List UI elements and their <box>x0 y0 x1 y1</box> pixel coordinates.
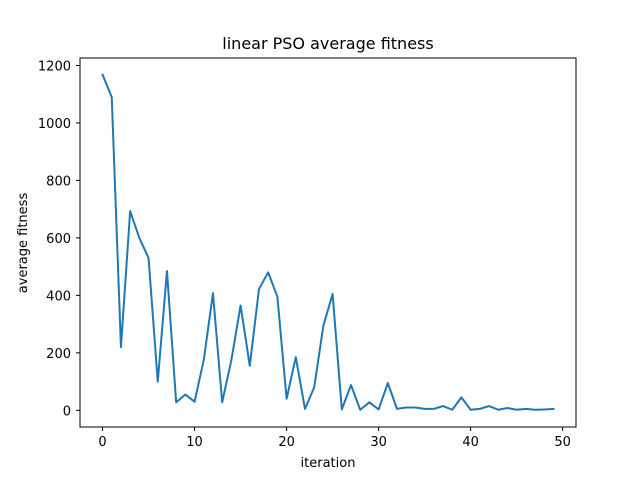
y-tick-label: 400 <box>46 289 71 304</box>
x-tick-label: 0 <box>98 435 106 450</box>
y-tick-label: 200 <box>46 347 71 362</box>
x-tick-label: 50 <box>554 435 571 450</box>
x-tick-label: 30 <box>370 435 387 450</box>
y-tick-label: 800 <box>46 174 71 189</box>
y-tick-label: 0 <box>63 404 71 419</box>
y-axis-label: average fitness <box>16 193 31 294</box>
y-tick-label: 600 <box>46 232 71 247</box>
plot-area: 0 10 20 30 40 50 0 200 400 600 800 1000 1200 <box>38 57 577 450</box>
x-axis-label: iteration <box>301 456 356 471</box>
chart-title: linear PSO average fitness <box>222 34 433 53</box>
x-tick-label: 20 <box>278 435 295 450</box>
series-line-0 <box>101 73 555 411</box>
y-tick-label: 1000 <box>38 117 71 132</box>
x-tick-label: 40 <box>462 435 479 450</box>
y-tick-label: 1200 <box>38 59 71 74</box>
axes-frame <box>79 57 577 428</box>
x-tick-label: 10 <box>186 435 203 450</box>
